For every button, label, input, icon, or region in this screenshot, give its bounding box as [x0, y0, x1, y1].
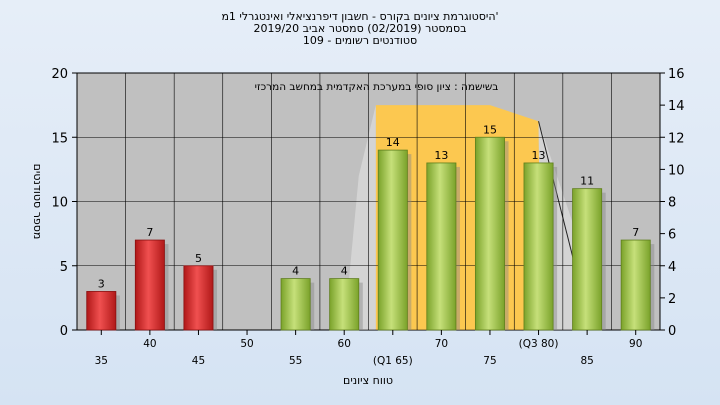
x-tick-label: 70 [435, 338, 448, 350]
y-axis-title: מספר סטודנטים [31, 164, 44, 240]
bar-85[interactable] [572, 188, 603, 331]
bar-(Q1 65)[interactable] [377, 149, 408, 331]
bar-35[interactable] [86, 291, 117, 331]
x-tick-label: 35 [95, 355, 108, 367]
bar-75[interactable] [474, 136, 505, 331]
bar-value-label: 4 [341, 265, 348, 278]
y2-tick-label: 4 [668, 260, 676, 275]
x-tick-label: (Q3 80) [519, 338, 559, 350]
bar-value-label: 13 [532, 149, 546, 162]
x-tick-label: 45 [192, 355, 205, 367]
y2-tick-label: 6 [668, 228, 676, 243]
y-tick-label: 0 [60, 324, 68, 339]
x-tick-label: 85 [580, 355, 593, 367]
x-tick-label: 50 [240, 338, 253, 350]
y2-tick-label: 8 [668, 196, 676, 211]
y-tick-label: 5 [60, 260, 68, 275]
bar-value-label: 15 [483, 123, 497, 136]
y-tick-label: 15 [51, 131, 68, 146]
bar-value-label: 4 [292, 265, 299, 278]
bar-value-label: 13 [434, 149, 448, 162]
lower-whisker-shade [344, 105, 376, 330]
bar-(Q3 80)[interactable] [523, 162, 554, 331]
y-tick-label: 20 [51, 67, 68, 82]
y2-tick-label: 2 [668, 292, 676, 307]
y-tick-label: 10 [51, 196, 68, 211]
x-tick-label: (Q1 65) [373, 355, 413, 367]
chart-title-line2: בסמסטר (02/2019) סמסטר אביב 2019/20 [253, 22, 467, 35]
bar-60[interactable] [329, 278, 360, 331]
x-axis-title: טווח ציונים [343, 374, 393, 387]
y2-tick-label: 10 [668, 163, 685, 178]
x-tick-label: 75 [483, 355, 496, 367]
chart-title-line1: היסטוגרמת ציונים בקורס - חשבון דיפרנציאל… [221, 10, 499, 23]
chart-title-line3: סטודנטים רשומים - 109 [302, 34, 418, 47]
bar-value-label: 7 [632, 226, 639, 239]
x-tick-label: 90 [629, 338, 642, 350]
bar-90[interactable] [620, 239, 651, 331]
bar-40[interactable] [134, 239, 165, 331]
chart-annotation: בשישמה : ציון סופי במערכת האקדמית במחשב … [255, 81, 499, 93]
y2-tick-label: 14 [668, 99, 685, 114]
y2-tick-label: 0 [668, 324, 676, 339]
y2-tick-label: 12 [668, 131, 685, 146]
bar-value-label: 3 [98, 277, 105, 290]
upper-whisker-line [538, 121, 576, 266]
bar-value-label: 11 [580, 175, 594, 188]
bar-value-label: 14 [386, 136, 400, 149]
x-tick-label: 40 [143, 338, 156, 350]
bar-value-label: 5 [195, 252, 202, 265]
x-tick-label: 55 [289, 355, 302, 367]
bar-45[interactable] [183, 265, 214, 331]
x-tick-label: 60 [338, 338, 351, 350]
bar-70[interactable] [426, 162, 457, 331]
bar-value-label: 7 [146, 226, 153, 239]
y2-tick-label: 16 [668, 67, 685, 82]
bar-55[interactable] [280, 278, 311, 331]
